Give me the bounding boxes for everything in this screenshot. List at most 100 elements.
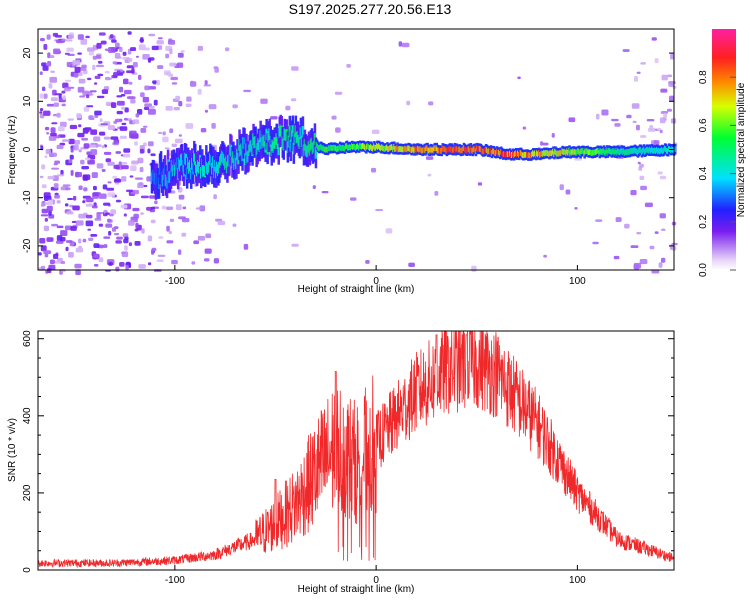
spectrogram-cell [147, 235, 153, 242]
spectrogram-cell [138, 74, 142, 80]
spectrogram-cell [40, 38, 45, 42]
spectrogram-cell [62, 139, 70, 142]
spectrogram-cell [88, 237, 94, 241]
spectrogram-cell [40, 245, 47, 252]
spectrogram-cell [346, 64, 351, 68]
spectrogram-cell [203, 84, 211, 87]
spectrogram-cell [87, 159, 95, 165]
spectrogram-cell [77, 132, 85, 138]
spectrogram-cell [542, 142, 549, 146]
spectrogram-cell [122, 56, 128, 60]
spectrogram-cell [144, 103, 152, 107]
spectrogram-cell [80, 38, 87, 45]
spectrogram-cell [190, 80, 194, 87]
spectrogram-cell [96, 54, 101, 59]
spectrogram-cell [75, 171, 80, 178]
spectrogram-cell [82, 238, 87, 243]
spectrogram-cell [130, 165, 137, 171]
spectrogram-cell [89, 144, 97, 148]
spectrogram-cell [115, 240, 122, 244]
spectrogram-cell [85, 203, 94, 207]
spectrogram-cell [134, 228, 139, 232]
spectrogram-cell [61, 90, 66, 94]
spectrogram-cell [146, 206, 153, 211]
spectrogram-cell [631, 103, 640, 109]
spectrogram-cell [137, 182, 144, 189]
spectrogram-cell [65, 246, 69, 252]
spectrogram-cell [92, 64, 96, 71]
spectrogram-cell [141, 228, 145, 234]
spectrogram-cell [116, 236, 123, 240]
spectrogram-cell [73, 72, 79, 78]
spectrogram-cell [122, 233, 129, 238]
spectrogram-cell [371, 167, 377, 173]
spectrogram-cell [87, 77, 92, 81]
spectrogram-cell [128, 81, 133, 85]
spectrogram-cell [168, 39, 176, 45]
spectrogram-cell [88, 51, 95, 56]
spectrogram-cell [669, 95, 674, 102]
spectrogram-cell [85, 128, 90, 133]
spectrogram-cell [119, 135, 127, 139]
chart-title: S197.2025.277.20.56.E13 [289, 1, 452, 17]
spectrogram-cell [611, 118, 619, 122]
spectrogram-cell [44, 126, 50, 131]
spectrogram-cell [644, 202, 653, 208]
spectrogram-cell [113, 164, 121, 169]
spectrogram-cell [115, 199, 122, 203]
colorbar-tick-label: 0.8 [698, 70, 709, 84]
spectrogram-cell [110, 209, 116, 215]
spectrogram-cell [103, 151, 112, 155]
spectrogram-cell [78, 149, 82, 153]
spectrogram-cell [72, 205, 80, 211]
spectrogram-cell [171, 82, 178, 85]
spectrogram-cell [124, 236, 129, 240]
spectrogram-cell [139, 39, 144, 42]
spectrogram-cell [124, 89, 132, 95]
spectrogram-cell [69, 124, 78, 130]
spectrogram-cell [471, 265, 477, 272]
snr-series-line [37, 330, 675, 569]
spectrogram-xtick-label: 100 [569, 276, 586, 287]
spectrogram-cell [134, 141, 138, 146]
spectrogram-cell [217, 220, 226, 226]
spectrogram-cell [177, 52, 184, 58]
spectrogram-cell [41, 62, 47, 67]
spectrogram-cell [166, 206, 174, 210]
spectrogram-cell [94, 114, 99, 118]
spectrogram-cell [75, 269, 81, 276]
spectrogram-cell [156, 259, 164, 262]
spectrogram-cell [53, 253, 59, 259]
spectrogram-cell [660, 88, 668, 93]
spectrogram-cell [125, 264, 129, 271]
spectrogram-cell [121, 176, 127, 182]
spectrogram-cell [178, 194, 185, 200]
spectrogram-cell [49, 259, 55, 265]
spectrogram-cell [71, 220, 78, 223]
spectrogram-cell [80, 159, 85, 165]
spectrogram-cell [639, 163, 644, 168]
spectrogram-cell [401, 42, 410, 48]
spectrogram-cell [92, 196, 99, 199]
spectrogram-cell [624, 223, 630, 229]
spectrogram-cell [178, 101, 183, 107]
spectrogram-cell [149, 105, 155, 109]
snr-xlabel: Height of straight line (km) [298, 584, 415, 595]
spectrogram-cell [434, 191, 439, 196]
spectrogram-cell [130, 47, 137, 51]
spectrogram-cell [113, 178, 122, 183]
spectrogram-cell [97, 60, 103, 64]
spectrogram-cell [658, 262, 663, 268]
spectrogram-cell [175, 95, 180, 101]
spectrogram-cell [82, 174, 91, 180]
spectrogram-cell [670, 53, 675, 60]
spectrogram-cell [98, 223, 104, 227]
spectrogram-cell [87, 47, 95, 52]
spectrogram-cell [98, 32, 106, 36]
spectrogram-cell [89, 117, 95, 120]
spectrogram-cell [61, 38, 66, 42]
spectrogram-cell [112, 61, 117, 65]
spectrogram-cell [197, 88, 202, 95]
